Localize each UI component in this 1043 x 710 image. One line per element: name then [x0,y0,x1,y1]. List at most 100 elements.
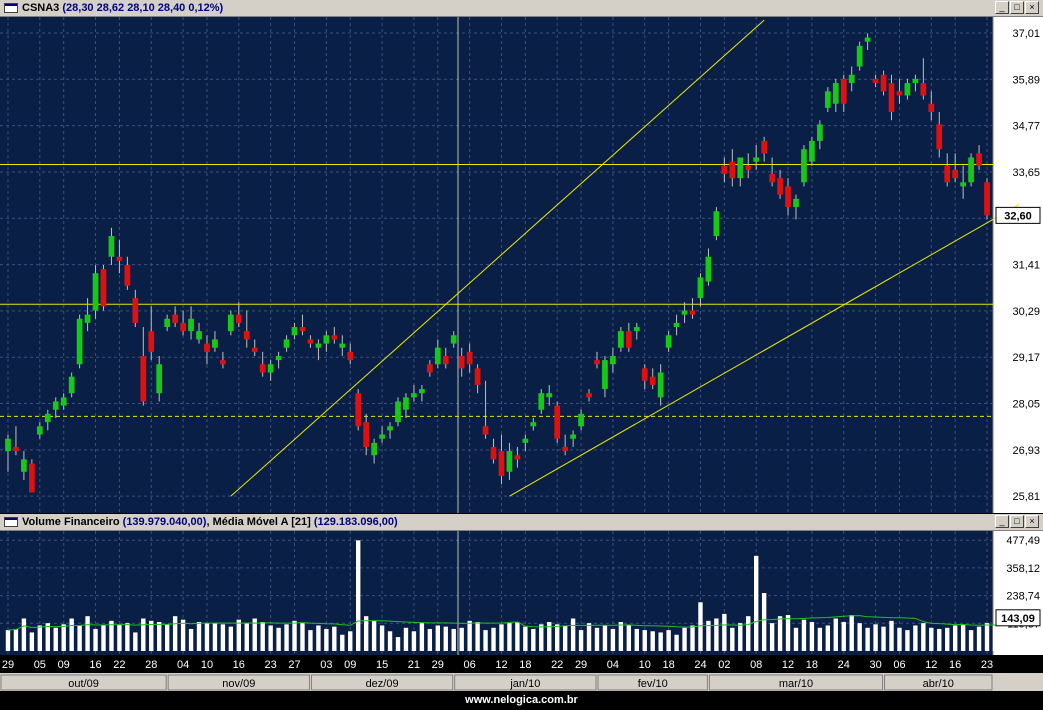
candle-down [299,327,306,332]
candle-up [697,277,704,299]
volume-bar [29,632,35,651]
candle-up [538,393,545,410]
day-label: 12 [782,659,794,671]
day-label: 16 [949,659,961,671]
volume-bar [626,625,632,651]
candle-up [570,434,576,439]
trendline [509,204,1020,497]
candle-down [928,103,935,112]
candle-down [251,347,258,352]
volume-bar [897,627,902,651]
volume-tick-label: 477,49 [1006,535,1040,547]
last-price-label: 32,60 [1004,210,1032,222]
panel-menu-icon[interactable] [4,3,18,13]
candle-down [307,339,314,344]
candle-down [220,360,226,365]
day-label: 23 [265,659,277,671]
volume-bar [387,631,393,651]
candle-up [856,45,863,67]
candle-up [633,327,640,332]
candle-down [625,331,632,348]
minimize-button[interactable]: _ [995,1,1009,14]
day-label: 10 [201,659,213,671]
volume-bar [642,630,647,651]
volume-bar [196,622,202,651]
volume-bar [467,620,472,651]
volume-bar [666,630,671,651]
month-label: abr/10 [923,678,954,690]
candle-up [753,157,760,162]
candle-up [36,426,43,435]
minimize-button[interactable]: _ [995,515,1009,528]
volume-bar [268,625,273,651]
day-label: 09 [344,659,356,671]
volume-bar [491,627,496,651]
volume-bar [674,634,679,651]
maximize-button[interactable]: □ [1010,1,1024,14]
candle-down [259,364,266,373]
volume-bar [363,616,369,651]
day-label: 03 [320,659,332,671]
candle-down [777,178,783,195]
day-label: 21 [408,659,420,671]
volume-bar [395,637,401,651]
candle-down [721,165,728,175]
candle-down [649,376,656,385]
candle-up [546,393,553,398]
candle-up [188,318,194,332]
candle-up [793,198,799,208]
month-cell [884,674,993,691]
volume-bar [793,627,799,651]
volume-bar [618,622,624,651]
candle-down [896,91,903,96]
volume-bar [340,634,345,651]
month-label: dez/09 [366,678,399,690]
volume-bar [133,632,138,651]
maximize-button[interactable]: □ [1010,515,1024,528]
close-button[interactable]: × [1025,1,1039,14]
candle-up [434,347,441,365]
candle-down [116,256,123,261]
day-label: 27 [288,659,300,671]
price-panel-titlebar[interactable]: CSNA3 (28,30 28,62 28,10 28,40 0,12%) _ … [0,0,1043,17]
day-axis-bg [0,655,1043,673]
volume-bar [85,616,90,651]
day-label: 02 [718,659,730,671]
volume-bar [833,618,838,651]
price-chart-panel[interactable]: 37,0135,8934,7733,6532,5331,4130,2929,17… [0,17,1043,513]
candle-down [180,322,186,332]
price-tick-label: 26,93 [1012,445,1040,457]
volume-bar [594,627,600,651]
close-button[interactable]: × [1025,515,1039,528]
footer-brand[interactable]: www.nelogica.com.br [0,691,1043,710]
candle-up [5,438,11,452]
candle-down [936,124,943,150]
candle-down [132,298,139,323]
volume-bar [236,619,241,651]
volume-bar [220,624,226,651]
price-chart[interactable]: 37,0135,8934,7733,6532,5331,4130,2929,17… [0,17,1043,513]
day-label: 24 [838,659,850,671]
candle-down [243,331,250,340]
panel-menu-icon[interactable] [4,517,18,527]
trendline [230,19,765,497]
volume-panel-titlebar[interactable]: Volume Financeiro (139.979.040,00), Médi… [0,514,1043,531]
volume-bar [5,630,11,651]
candle-down [872,78,879,84]
candle-up [522,438,529,443]
volume-bar [976,626,982,651]
price-tick-label: 25,81 [1012,491,1040,503]
candle-up [52,401,59,410]
volume-bar [873,624,878,651]
volume-bar [945,627,950,651]
candle-up [450,335,457,344]
volume-bar [937,628,942,651]
volume-bar [738,623,743,651]
candle-down [562,446,569,452]
candle-down [28,463,35,493]
volume-bar [419,623,425,651]
candle-down [148,331,155,352]
volume-bar [252,618,257,651]
